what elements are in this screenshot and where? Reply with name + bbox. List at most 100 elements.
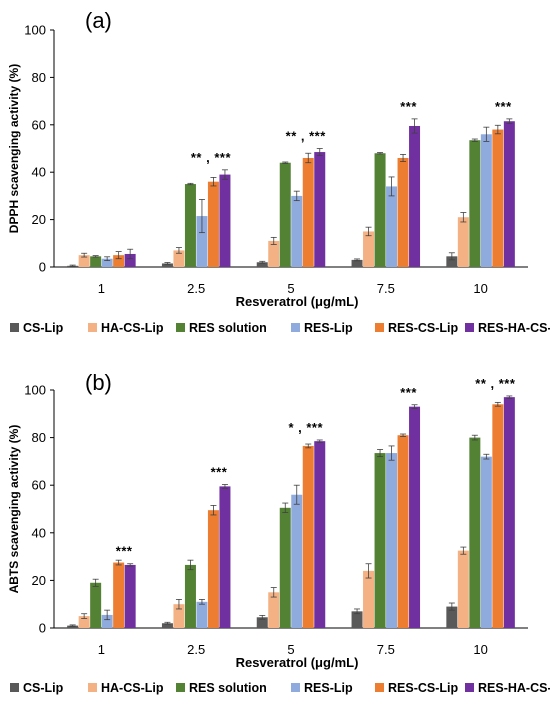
y-tick-label: 80	[32, 430, 46, 445]
legend-item: RES-HA-CS-Lip	[465, 681, 550, 695]
legend-label: RES-Lip	[304, 681, 353, 695]
legend-label: HA-CS-Lip	[101, 321, 164, 335]
x-tick-label: 7.5	[377, 281, 395, 296]
bar-res-lip	[291, 195, 303, 267]
bar-res-solution	[374, 453, 386, 628]
bar-res-cs-lip	[302, 157, 314, 267]
y-tick-label: 80	[32, 70, 46, 85]
legend-label: CS-Lip	[23, 321, 64, 335]
bar-res-ha-cs-lip	[314, 152, 326, 267]
y-tick-label: 0	[39, 621, 46, 636]
significance-marker: ** , ***	[475, 376, 516, 391]
bar-ha-cs-lip	[457, 550, 469, 628]
bar-res-ha-cs-lip	[409, 125, 421, 267]
legend-swatch	[291, 323, 300, 332]
legend-item: RES-Lip	[291, 681, 353, 695]
bar-res-lip	[386, 186, 398, 267]
bar-res-lip	[196, 216, 208, 267]
bar-cs-lip	[351, 259, 363, 267]
bar-res-solution	[90, 256, 102, 267]
bar-ha-cs-lip	[268, 592, 280, 628]
bar-res-cs-lip	[302, 445, 314, 628]
bar-res-solution	[279, 162, 291, 267]
x-tick-label: 5	[287, 281, 294, 296]
significance-marker: ***	[211, 464, 228, 479]
legend-item: HA-CS-Lip	[88, 321, 164, 335]
bar-res-ha-cs-lip	[124, 564, 136, 628]
y-tick-label: 20	[32, 573, 46, 588]
legend-label: RES-Lip	[304, 321, 353, 335]
legend-swatch	[465, 323, 474, 332]
bar-res-lip	[291, 494, 303, 628]
bar-res-ha-cs-lip	[124, 253, 136, 267]
bar-res-ha-cs-lip	[503, 121, 515, 268]
legend-swatch	[465, 683, 474, 692]
bar-res-cs-lip	[113, 562, 125, 628]
chart-panel-1: (a) 0 20 40 60 80 100 DPPH scavenging activity …	[7, 8, 550, 335]
y-tick-label: 20	[32, 212, 46, 227]
bar-cs-lip	[351, 611, 363, 628]
bar-ha-cs-lip	[78, 616, 90, 628]
y-tick-label: 0	[39, 260, 46, 275]
chart-panel-2: (b) 0 20 40 60 80 100 ABTS scavenging activity …	[7, 370, 550, 695]
significance-marker: ** , ***	[286, 129, 327, 144]
bar-res-ha-cs-lip	[409, 406, 421, 628]
y-tick-label: 60	[32, 117, 46, 132]
x-tick-label: 10	[473, 281, 487, 296]
bar-res-cs-lip	[113, 255, 125, 267]
legend-swatch	[375, 323, 384, 332]
bar-cs-lip	[161, 623, 173, 628]
bar-res-lip	[386, 453, 398, 628]
legend-swatch	[176, 323, 185, 332]
y-tick-label: 100	[24, 23, 46, 38]
legend-swatch	[291, 683, 300, 692]
y-axis-title: DPPH scavenging activity (%)	[7, 64, 21, 233]
significance-marker: ***	[400, 385, 417, 400]
bar-cs-lip	[161, 263, 173, 267]
x-axis-title: Resveratrol (μg/mL)	[236, 294, 359, 309]
legend-label: RES solution	[189, 681, 267, 695]
legend-swatch	[176, 683, 185, 692]
significance-marker: ***	[116, 544, 133, 559]
bar-res-ha-cs-lip	[503, 397, 515, 628]
y-tick-label: 100	[24, 383, 46, 398]
legend-item: RES solution	[176, 681, 267, 695]
bar-ha-cs-lip	[78, 255, 90, 267]
bar-ha-cs-lip	[363, 570, 375, 628]
bar-res-ha-cs-lip	[219, 174, 231, 267]
bar-res-cs-lip	[207, 510, 219, 628]
bar-res-solution	[469, 437, 481, 628]
legend-item: RES-HA-CS-Lip	[465, 321, 550, 335]
legend-swatch	[88, 683, 97, 692]
bar-ha-cs-lip	[457, 217, 469, 267]
bar-res-cs-lip	[397, 157, 409, 267]
bar-res-solution	[184, 564, 196, 628]
x-tick-label: 2.5	[187, 642, 205, 657]
y-tick-label: 40	[32, 525, 46, 540]
significance-marker: ** , ***	[191, 150, 232, 165]
panel-label: (a)	[85, 8, 112, 33]
legend-swatch	[10, 323, 19, 332]
bar-ha-cs-lip	[268, 240, 280, 267]
x-tick-label: 10	[473, 642, 487, 657]
significance-marker: * , ***	[288, 420, 323, 435]
x-tick-label: 7.5	[377, 642, 395, 657]
x-axis-title: Resveratrol (μg/mL)	[236, 655, 359, 670]
bar-res-cs-lip	[397, 435, 409, 628]
bar-cs-lip	[446, 256, 458, 267]
legend-item: RES-CS-Lip	[375, 681, 459, 695]
legend-label: RES-HA-CS-Lip	[478, 681, 550, 695]
bar-res-cs-lip	[207, 181, 219, 267]
bar-res-lip	[101, 258, 113, 267]
bar-res-lip	[101, 614, 113, 628]
legend-label: RES solution	[189, 321, 267, 335]
y-tick-label: 60	[32, 478, 46, 493]
bar-res-lip	[196, 601, 208, 628]
bar-cs-lip	[446, 606, 458, 628]
significance-marker: ***	[400, 99, 417, 114]
bar-cs-lip	[256, 617, 268, 628]
bar-ha-cs-lip	[173, 604, 185, 628]
bar-res-ha-cs-lip	[314, 441, 326, 628]
legend-item: CS-Lip	[10, 681, 64, 695]
